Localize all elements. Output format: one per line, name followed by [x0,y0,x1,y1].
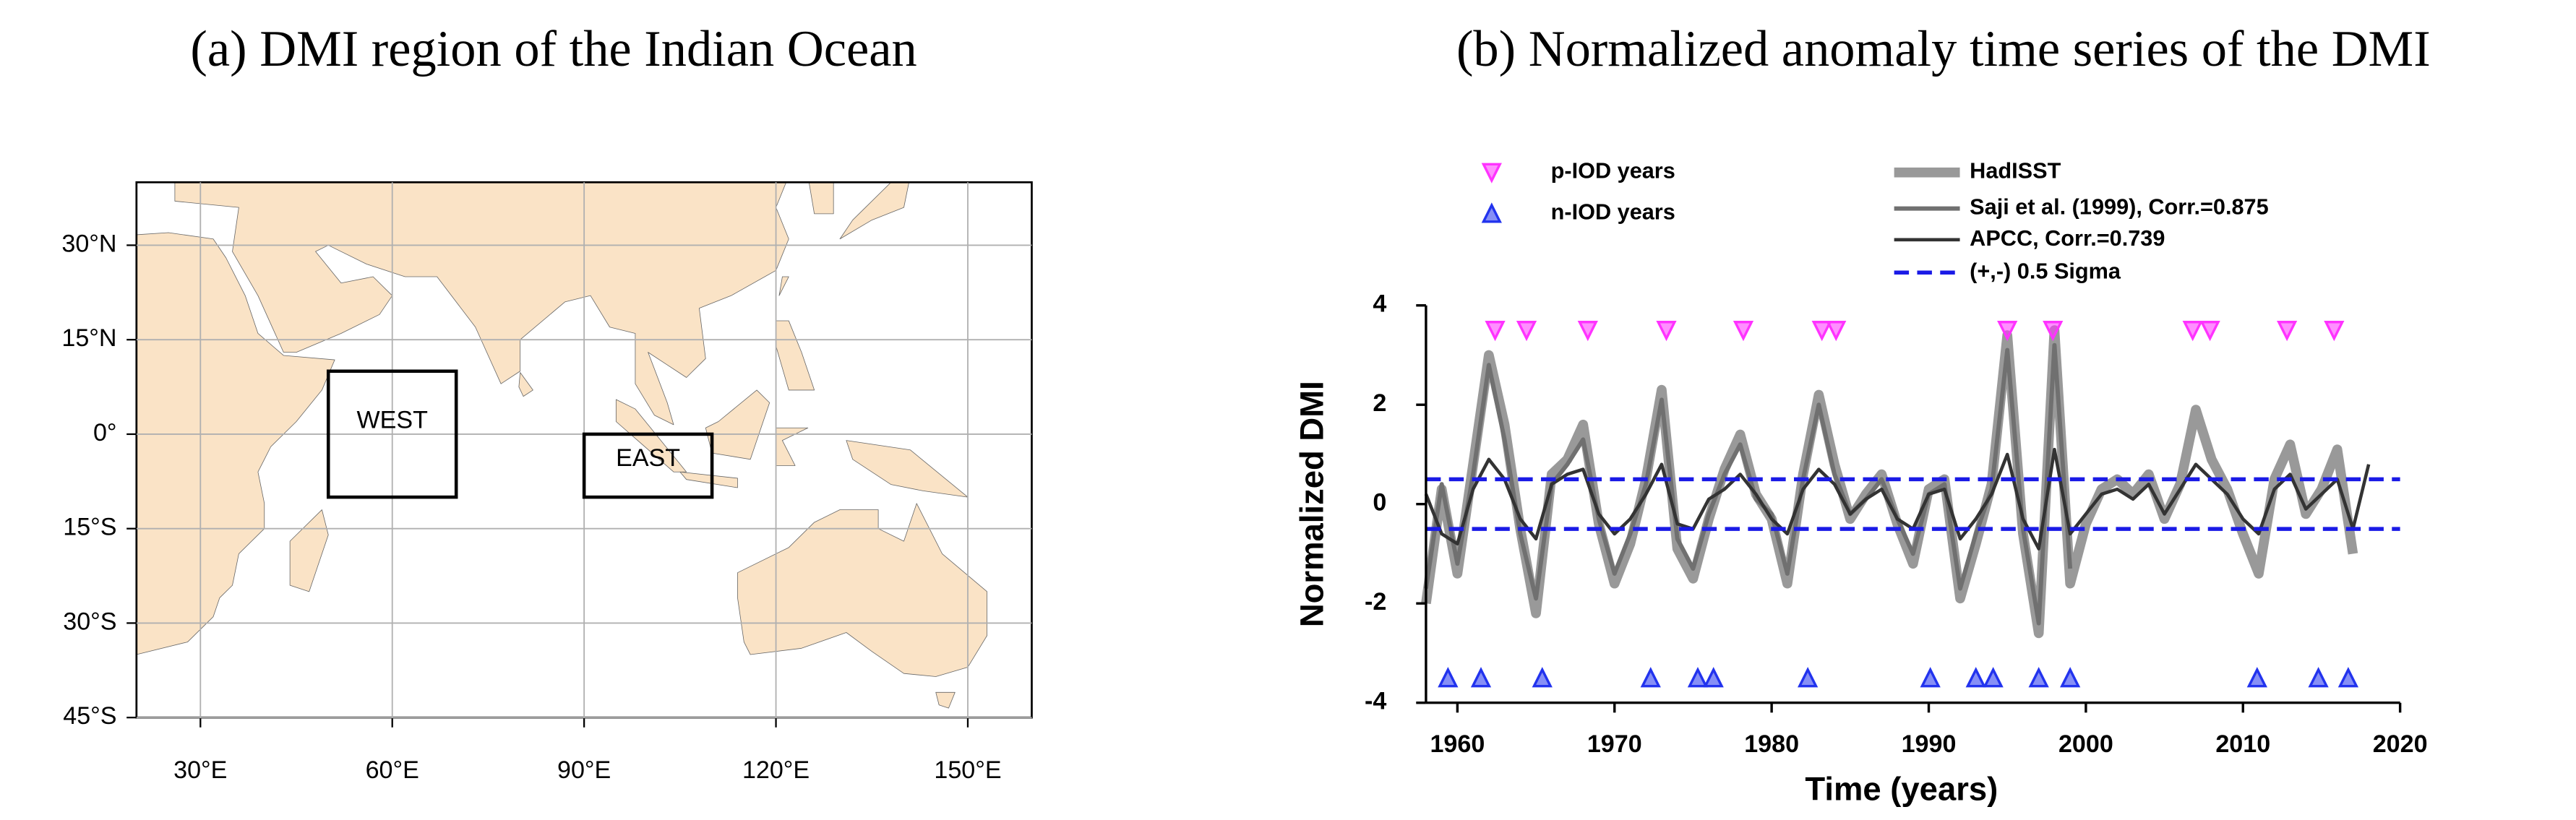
sri-lanka [519,373,533,397]
iod-marker [2182,321,2203,342]
land [136,182,987,709]
legend-label: (+,-) 0.5 Sigma [1970,258,2121,283]
iod-marker [1577,321,1598,342]
iod-marker [1983,667,2004,688]
iod-marker [2337,667,2359,688]
x-tick-label: 30°E [173,756,227,784]
iod-marker [1532,667,1553,688]
x-tick-label: 90°E [557,756,611,784]
iod-marker [1811,321,1832,342]
legend-label: Saji et al. (1999), Corr.=0.875 [1970,194,2268,220]
y-tick-label: 4 [1373,290,1386,318]
iod-marker [2277,321,2298,342]
madagascar [290,510,328,592]
x-tick-label: 2020 [2373,730,2428,758]
iod-marker [1965,667,1986,688]
x-tick-label: 1960 [1430,730,1485,758]
taiwan [779,277,789,295]
x-tick-label: 2010 [2215,730,2270,758]
legend-label: APCC, Corr.=0.739 [1970,225,2165,251]
x-tick-label: 2000 [2058,730,2113,758]
iod-marker [1470,667,1492,688]
iod-marker [2324,321,2345,342]
iod-marker [1640,667,1661,688]
iod-marker [2060,667,2081,688]
y-tick-label: 0 [1373,489,1386,517]
java [680,472,738,488]
series-line [1423,342,2073,626]
region-label: EAST [616,444,680,472]
australia [737,504,987,677]
x-tick-label: 1970 [1587,730,1642,758]
x-tick-label: 1990 [1902,730,1957,758]
new-guinea [846,441,968,497]
y-tick-label: 30°N [61,230,116,257]
y-tick-label: -4 [1365,688,1386,715]
borneo [705,390,769,459]
region-box [582,432,714,499]
philippines [776,321,815,390]
legend-marker [1481,163,1502,184]
legend-label: HadISST [1970,158,2061,184]
y-tick-label: 15°N [61,324,116,352]
korea [808,182,833,214]
iod-marker [2199,321,2220,342]
y-tick-label: 30°S [63,608,116,635]
y-tick-label: 0° [93,419,117,446]
legend-marker [1481,202,1502,223]
asia [137,182,789,425]
iod-marker [1826,321,1847,342]
legend-label: p-IOD years [1551,158,1675,184]
y-tick-label: 15°S [63,514,116,541]
iod-marker [1733,321,1754,342]
iod-marker [1516,321,1537,342]
region-box [326,369,458,499]
panel-b-title: (b) Normalized anomaly time series of th… [1456,21,2431,77]
japan [840,182,910,239]
x-axis-label: Time (years) [1805,770,1998,807]
panel-a-title: (a) DMI region of the Indian Ocean [190,21,916,77]
iod-marker [1703,667,1724,688]
x-tick-label: 120°E [742,756,810,784]
iod-marker [2043,321,2064,342]
x-tick-label: 150°E [934,756,1001,784]
iod-marker [1920,667,1941,688]
iod-marker [2246,667,2267,688]
iod-marker [1997,321,2018,342]
iod-marker [1656,321,1677,342]
map-area [136,182,987,709]
y-tick-label: 2 [1373,389,1386,417]
y-tick-label: 45°S [63,702,116,730]
iod-marker [1687,667,1709,688]
iod-marker [1485,321,1506,342]
iod-marker [1798,667,1819,688]
y-tick-label: -2 [1365,588,1386,616]
iod-marker [2308,667,2329,688]
legend-label: n-IOD years [1551,199,1675,225]
region-label: WEST [356,407,428,434]
y-axis-label: Normalized DMI [1293,381,1330,627]
tasmania [936,692,956,708]
iod-marker [1438,667,1459,688]
x-tick-label: 1980 [1744,730,1799,758]
iod-marker [2028,667,2049,688]
x-tick-label: 60°E [366,756,419,784]
